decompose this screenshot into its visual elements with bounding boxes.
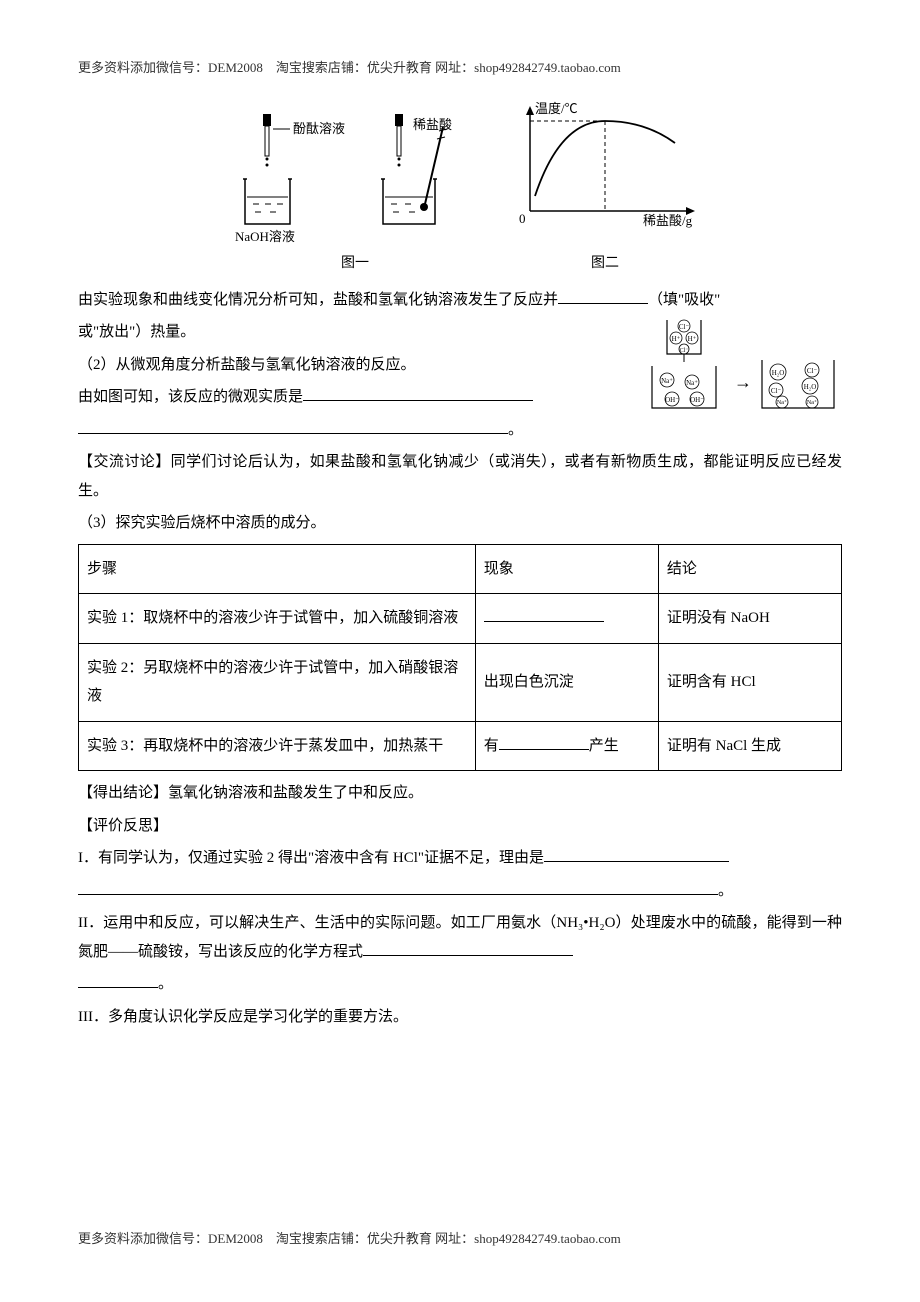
cell-conc-2: 证明含有 HCl xyxy=(658,643,841,721)
svg-text:H⁺: H⁺ xyxy=(688,335,697,343)
cell-phen-2: 出现白色沉淀 xyxy=(475,643,658,721)
paragraph-10: III．多角度认识化学反应是学习化学的重要方法。 xyxy=(78,1003,842,1032)
svg-text:H⁺: H⁺ xyxy=(672,335,681,343)
table-row: 实验 1：取烧杯中的溶液少许于试管中，加入硫酸铜溶液 证明没有 NaOH xyxy=(79,594,842,644)
p8-blank2[interactable] xyxy=(78,880,718,895)
svg-text:Na⁺: Na⁺ xyxy=(777,399,787,406)
cell-step-3: 实验 3：再取烧杯中的溶液少许于蒸发皿中，加热蒸干 xyxy=(79,721,476,771)
svg-text:Na⁺: Na⁺ xyxy=(661,377,673,385)
svg-text:OH⁻: OH⁻ xyxy=(690,396,704,404)
paragraph-8-line2: 。 xyxy=(78,877,842,906)
table-header-row: 步骤 现象 结论 xyxy=(79,544,842,594)
graph-svg: 温度/℃ 0 稀盐酸/g xyxy=(505,101,705,241)
svg-text:Na⁺: Na⁺ xyxy=(807,399,817,406)
arrow-icon: → xyxy=(734,372,752,392)
svg-text:Cl⁻: Cl⁻ xyxy=(679,323,690,331)
p1-blank[interactable] xyxy=(558,289,648,304)
p9-text-b: 。 xyxy=(158,976,173,992)
figure-one-caption: 图一 xyxy=(215,251,495,278)
cell-conc-1: 证明没有 NaOH xyxy=(658,594,841,644)
row3-phen-prefix: 有 xyxy=(484,738,499,754)
table-row: 实验 3：再取烧杯中的溶液少许于蒸发皿中，加热蒸干 有 产生 证明有 NaCl 生… xyxy=(79,721,842,771)
paragraph-5: （3）探究实验后烧杯中溶质的成分。 xyxy=(78,509,842,538)
figures-row: 酚酞溶液 NaOH溶液 稀盐酸 xyxy=(78,101,842,278)
table-row: 实验 2：另取烧杯中的溶液少许于试管中，加入硝酸银溶液 出现白色沉淀 证明含有 … xyxy=(79,643,842,721)
row3-blank[interactable] xyxy=(499,735,589,750)
p1-text-b: （填"吸收" xyxy=(648,292,720,308)
svg-text:OH⁻: OH⁻ xyxy=(665,396,679,404)
micro-diagram: Cl⁻ H⁺ H⁺ Cl⁻ Na⁺ Na⁺ OH⁻ OH⁻ → H₂O Cl⁻ … xyxy=(612,314,842,425)
svg-text:Cl⁻: Cl⁻ xyxy=(680,348,689,354)
fig1-dropper-label: 酚酞溶液 xyxy=(293,121,345,136)
fig2-dropper-label: 稀盐酸 xyxy=(413,117,452,132)
p3-blank2[interactable] xyxy=(78,419,508,434)
cell-step-2: 实验 2：另取烧杯中的溶液少许于试管中，加入硝酸银溶液 xyxy=(79,643,476,721)
micro-diagram-svg: Cl⁻ H⁺ H⁺ Cl⁻ Na⁺ Na⁺ OH⁻ OH⁻ → H₂O Cl⁻ … xyxy=(612,314,842,414)
p3-blank1[interactable] xyxy=(303,386,533,401)
graph-origin: 0 xyxy=(519,211,526,226)
p3-text-b: 。 xyxy=(508,422,523,438)
p8-text-b: 。 xyxy=(718,883,733,899)
cell-step-1: 实验 1：取烧杯中的溶液少许于试管中，加入硫酸铜溶液 xyxy=(79,594,476,644)
cell-conc-3: 证明有 NaCl 生成 xyxy=(658,721,841,771)
fig1-beaker-label: NaOH溶液 xyxy=(235,229,295,244)
p1-text-a: 由实验现象和曲线变化情况分析可知，盐酸和氢氧化钠溶液发生了反应并 xyxy=(78,292,558,308)
page-footer: 更多资料添加微信号：DEM2008 淘宝搜索店铺：优尖升教育 网址：shop49… xyxy=(78,1227,621,1252)
figure-two-graph: 温度/℃ 0 稀盐酸/g 图二 xyxy=(505,101,705,278)
paragraph-6: 【得出结论】氢氧化钠溶液和盐酸发生了中和反应。 xyxy=(78,779,842,808)
p9-blank1[interactable] xyxy=(363,941,573,956)
paragraph-7: 【评价反思】 xyxy=(78,812,842,841)
paragraph-8: I．有同学认为，仅通过实验 2 得出"溶液中含有 HCl"证据不足，理由是 xyxy=(78,844,842,873)
p8-text-a: I．有同学认为，仅通过实验 2 得出"溶液中含有 HCl"证据不足，理由是 xyxy=(78,850,544,866)
p8-blank1[interactable] xyxy=(544,847,729,862)
cell-phen-1 xyxy=(475,594,658,644)
paragraph-9-line2: 。 xyxy=(78,970,842,999)
svg-text:H₂O: H₂O xyxy=(772,369,785,377)
graph-x-label: 稀盐酸/g xyxy=(643,213,693,228)
paragraph-9: II．运用中和反应，可以解决生产、生活中的实际问题。如工厂用氨水（NH₃•H₂O… xyxy=(78,909,842,966)
paragraph-1: 由实验现象和曲线变化情况分析可知，盐酸和氢氧化钠溶液发生了反应并 （填"吸收" xyxy=(78,286,842,315)
page-header: 更多资料添加微信号：DEM2008 淘宝搜索店铺：优尖升教育 网址：shop49… xyxy=(78,56,842,81)
experiment-table: 步骤 现象 结论 实验 1：取烧杯中的溶液少许于试管中，加入硫酸铜溶液 证明没有… xyxy=(78,544,842,772)
th-conclusion: 结论 xyxy=(658,544,841,594)
p3-text-a: 由如图可知，该反应的微观实质是 xyxy=(78,389,303,405)
paragraph-4: 【交流讨论】同学们讨论后认为，如果盐酸和氢氧化钠减少（或消失），或者有新物质生成… xyxy=(78,448,842,505)
graph-y-label: 温度/℃ xyxy=(535,101,578,116)
svg-text:H₂O: H₂O xyxy=(804,383,817,391)
th-phenomenon: 现象 xyxy=(475,544,658,594)
figure-two-caption: 图二 xyxy=(505,251,705,278)
p9-blank2[interactable] xyxy=(78,973,158,988)
figure-one-svg: 酚酞溶液 NaOH溶液 稀盐酸 xyxy=(215,109,495,249)
row1-blank[interactable] xyxy=(484,607,604,622)
svg-text:Cl⁻: Cl⁻ xyxy=(771,387,782,395)
row3-phen-suffix: 产生 xyxy=(589,738,619,754)
th-step: 步骤 xyxy=(79,544,476,594)
svg-text:Na⁺: Na⁺ xyxy=(686,379,698,387)
svg-text:Cl⁻: Cl⁻ xyxy=(807,367,818,375)
figure-one: 酚酞溶液 NaOH溶液 稀盐酸 xyxy=(215,109,495,278)
cell-phen-3: 有 产生 xyxy=(475,721,658,771)
